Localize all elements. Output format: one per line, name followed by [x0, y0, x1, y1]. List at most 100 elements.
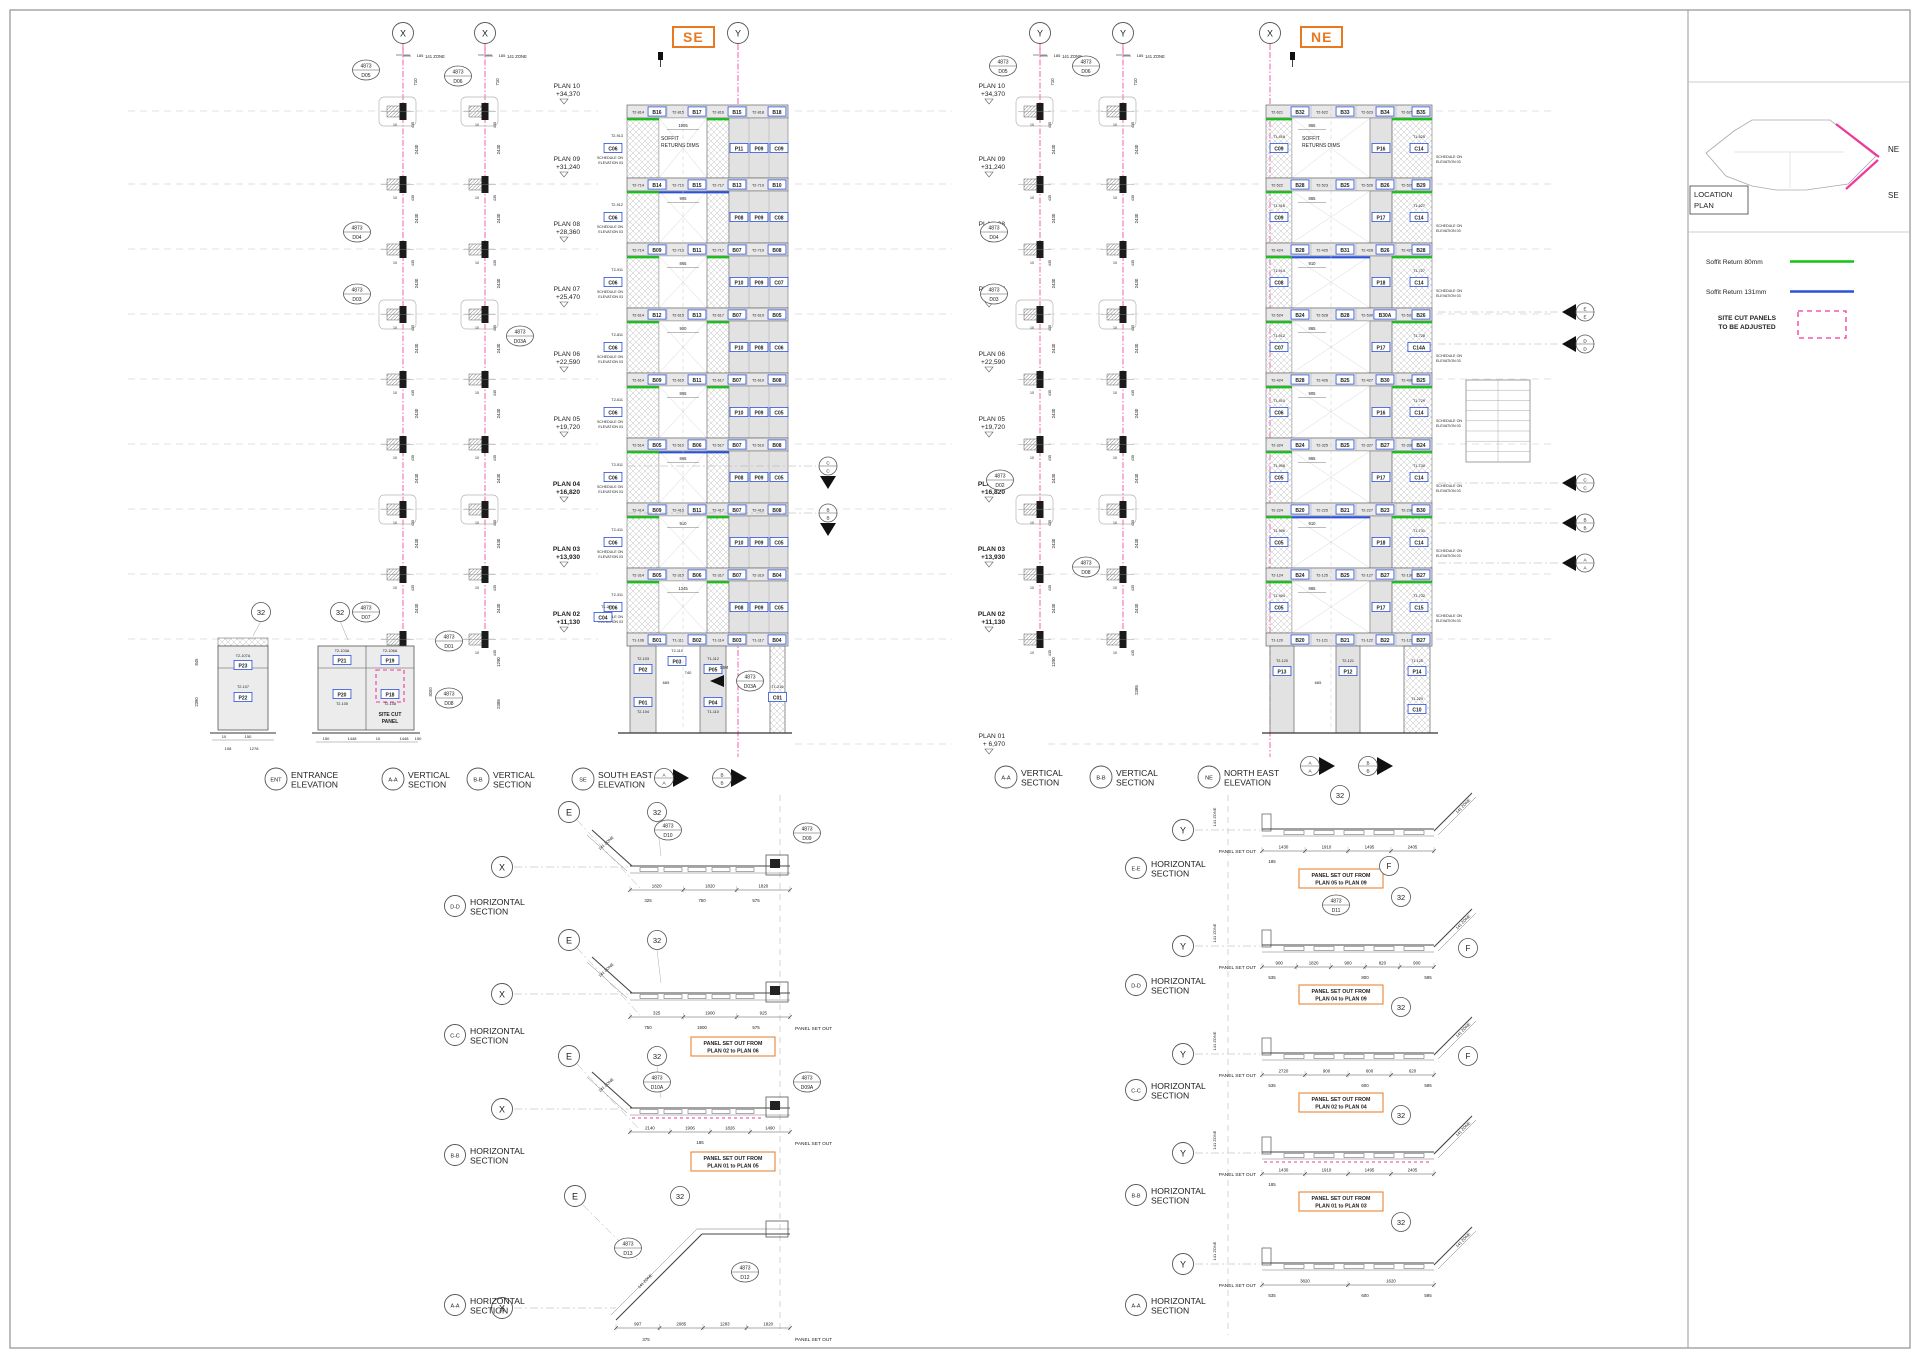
precast-panel	[706, 580, 730, 634]
panel-tag-box	[749, 211, 769, 222]
panel-tag-box	[687, 374, 707, 385]
panel-tag: C14	[1414, 540, 1423, 546]
drawing-text: PANEL SET OUT	[1219, 1073, 1256, 1079]
grid-marker-label: X	[499, 1303, 505, 1313]
panel-tag-box	[1290, 569, 1310, 580]
drawing-text: 1345	[678, 586, 688, 591]
panel-tag-box	[647, 179, 667, 190]
drawing-text: 2430	[414, 603, 419, 613]
drawing-text: T2-517	[712, 444, 724, 448]
section-cut-arrow	[820, 523, 836, 536]
dimension: 535	[1268, 1293, 1276, 1298]
dimension: 900	[1344, 961, 1352, 966]
drawing-text: T2-717	[712, 184, 724, 188]
drawing-text: 2430	[496, 603, 501, 613]
panel-tag-box	[767, 244, 787, 255]
drawing-text: T2-913	[611, 134, 623, 138]
panel-tag: P08	[735, 215, 744, 221]
schedule-note: ELEVATION 03	[598, 161, 623, 165]
drawing-text: D10	[663, 833, 672, 839]
drawing-text: 435	[411, 520, 415, 526]
drawing-text: 435	[1131, 260, 1135, 266]
drawing-label-circle	[381, 767, 405, 791]
drawing-text: PLAN 02 to PLAN 06	[707, 1049, 759, 1055]
panel-tag-box	[1411, 634, 1431, 645]
drawing-line	[339, 620, 349, 641]
drawing-text: T2-130	[1401, 574, 1413, 578]
drawing-text: T2-419	[752, 509, 764, 513]
drawing-text: 2390	[194, 697, 199, 707]
drawing-text: T1-216	[771, 685, 783, 689]
legend-site-cut: TO BE ADJUSTED	[1718, 324, 1775, 331]
drawing-text: 845	[194, 658, 199, 666]
drawing-text: T2-311	[611, 593, 623, 597]
drawing-text: 10	[376, 736, 381, 741]
drawing-text: T1-727	[1413, 269, 1425, 273]
panel-tag-box	[1375, 106, 1395, 117]
grid-marker	[558, 1045, 580, 1067]
panel-tag-box	[603, 211, 623, 222]
drawing-text: T2-125	[1316, 574, 1328, 578]
plan-panel	[1313, 830, 1335, 835]
schedule-note: SCHEDULE ON	[1436, 224, 1462, 228]
plan-level-left-elev: +28,360	[556, 229, 580, 236]
drawing-text: T2-224	[1271, 509, 1283, 513]
sheet-frame	[9, 9, 1911, 1349]
dimension: 1820	[705, 884, 715, 889]
drawing-text: 10	[1113, 261, 1117, 265]
drawing-text: T1-914	[1273, 269, 1285, 273]
dimension: 1900	[697, 1025, 707, 1030]
drawing-text: 435	[493, 520, 497, 526]
datum-flag	[658, 52, 663, 60]
plan-panel	[1343, 830, 1365, 835]
grid-marker-label: E	[566, 1051, 572, 1061]
drawing-text: 32	[676, 1192, 684, 1201]
dimension: 2085	[676, 1322, 686, 1327]
legend-item: Soffit Return 131mm	[1706, 289, 1767, 296]
dimension: 2405	[1408, 845, 1418, 850]
plan-level-mid-elev: +22,590	[981, 359, 1005, 366]
panel-tag-box	[768, 692, 787, 703]
panel-tag-box	[687, 634, 707, 645]
drawing-text: PANEL SET OUT FROM	[704, 1156, 764, 1162]
dimension: 1490	[765, 1126, 775, 1131]
section-label: HORIZONTAL	[1151, 859, 1206, 869]
panel-tag: B25	[1340, 573, 1349, 579]
drawing-text: D06	[1081, 69, 1090, 75]
drawing-label-circle	[466, 767, 490, 791]
dimension: 325	[644, 898, 652, 903]
panel-tag-box	[603, 142, 623, 153]
drawing-text: 141 ZONE	[1212, 1241, 1217, 1260]
level-triangle	[559, 236, 569, 243]
plan-panel	[687, 994, 707, 999]
grid-marker-label: Y	[1120, 28, 1126, 38]
panel-tag: B30A	[1379, 313, 1392, 319]
drawing-line	[610, 1228, 698, 1316]
panel-tag: B07	[732, 378, 741, 384]
drawing-line	[658, 117, 708, 179]
grid-marker	[1172, 1253, 1194, 1275]
drawing-text: D08	[444, 701, 453, 707]
drawing-text: B	[1583, 518, 1586, 523]
panel-tag: P09	[755, 605, 764, 611]
panel-tag: C15	[1414, 605, 1423, 611]
panel-tag-box	[1411, 106, 1431, 117]
drawing-text: D07	[361, 615, 370, 621]
drawing-text: C	[1583, 478, 1587, 483]
panel-tag: B26	[1380, 183, 1389, 189]
drawing-line	[1433, 792, 1473, 832]
drawing-text: 2430	[1051, 538, 1056, 548]
drawing-text: 2430	[1134, 538, 1139, 548]
drawing-text: T2-519	[752, 444, 764, 448]
panel-tag-box	[1335, 504, 1355, 515]
panel-tag: B30	[1380, 378, 1389, 384]
ground-pillar	[769, 645, 786, 734]
panel-tag-box	[729, 602, 749, 613]
schedule-note: SCHEDULE ON	[1436, 614, 1462, 618]
drawing-text: 10	[1030, 586, 1034, 590]
panel-tag-box	[769, 602, 789, 613]
drawing-text: 2430	[1134, 343, 1139, 353]
drawing-text: T2-108	[384, 702, 396, 706]
panel-tag-box	[727, 374, 747, 385]
drawing-text: D09A	[801, 1085, 814, 1091]
